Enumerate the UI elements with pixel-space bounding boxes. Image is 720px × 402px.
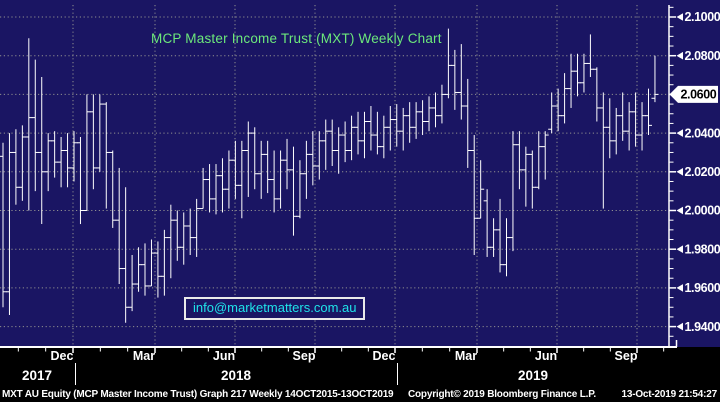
svg-text:2.0000: 2.0000 [685,204,720,218]
svg-text:2.1000: 2.1000 [685,10,720,24]
svg-text:2.0400: 2.0400 [685,126,720,140]
axes [0,5,678,348]
status-bar: MXT AU Equity (MCP Master Income Trust) … [0,388,720,402]
svg-text:2.0800: 2.0800 [685,49,720,63]
svg-text:Dec: Dec [373,349,396,363]
x-axis-ticks [17,347,665,353]
watermark-text: info@marketmatters.com.au [193,300,357,315]
svg-text:Sep: Sep [615,349,638,363]
y-axis-labels: 2.1000 2.0800 2.0400 2.0200 2.0000 1.9800 1.96… [669,10,720,334]
svg-text:Jun: Jun [213,349,235,363]
x-month-labels: Dec Mar Jun Sep Dec Mar Jun Sep [51,349,638,363]
last-price-tag: 2.0600 [669,85,718,103]
svg-text:1.9600: 1.9600 [685,281,720,295]
svg-text:2019: 2019 [518,368,548,383]
svg-text:2.0200: 2.0200 [685,165,720,179]
svg-text:1.9800: 1.9800 [685,242,720,256]
svg-text:Jun: Jun [535,349,557,363]
svg-text:2.0600: 2.0600 [681,88,717,102]
svg-text:2017: 2017 [22,368,52,383]
status-timestamp: 13-Oct-2019 21:54:27 [621,389,717,400]
svg-text:Mar: Mar [455,349,477,363]
svg-text:Dec: Dec [51,349,74,363]
chart-title: MCP Master Income Trust (MXT) Weekly Cha… [151,31,442,46]
price-bars [0,28,659,323]
svg-text:Sep: Sep [293,349,316,363]
svg-text:Mar: Mar [133,349,155,363]
status-copyright: Copyright© 2019 Bloomberg Finance L.P. [408,389,596,400]
svg-text:1.9400: 1.9400 [685,320,720,334]
x-year-labels: 2017 2018 2019 [22,363,548,385]
status-security-description: MXT AU Equity (MCP Master Income Trust) … [2,389,394,400]
plot-background [0,0,720,347]
watermark-badge: info@marketmatters.com.au [184,297,366,320]
y-minor-ticks [669,6,674,337]
svg-text:2018: 2018 [221,368,252,383]
